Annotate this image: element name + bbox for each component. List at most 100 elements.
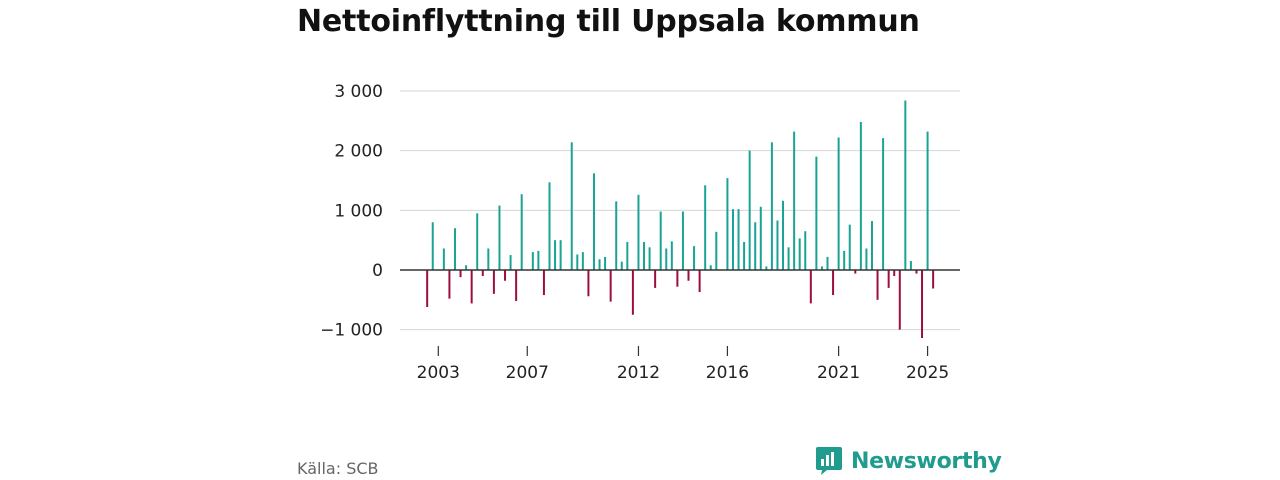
bar-negative	[492, 270, 495, 294]
x-tick-label: 2021	[817, 363, 860, 383]
source-label: Källa: SCB	[297, 459, 379, 478]
bar-positive	[837, 137, 840, 270]
bar-positive	[581, 252, 584, 270]
bar-positive	[731, 209, 734, 270]
bar-positive	[615, 201, 618, 270]
bar-positive	[804, 231, 807, 270]
bar-negative	[504, 270, 507, 281]
bar-positive	[570, 142, 573, 270]
bar-positive	[859, 122, 862, 270]
y-tick-label: −1 000	[320, 321, 383, 341]
bar-negative	[687, 270, 690, 281]
x-tick-label: 2003	[417, 363, 460, 383]
bar-negative	[481, 270, 484, 276]
x-tick-label: 2016	[706, 363, 749, 383]
bar-negative	[832, 270, 835, 296]
bar-positive	[882, 138, 885, 270]
bar-positive	[904, 100, 907, 270]
bar-positive	[554, 240, 557, 270]
bar-positive	[598, 259, 601, 270]
bar-negative	[587, 270, 590, 297]
x-axis-ticks: 2003 2007 2012 2016 2021 2025	[417, 346, 949, 383]
bar-positive	[498, 205, 501, 270]
bar-positive	[715, 231, 718, 270]
bar-positive	[737, 209, 740, 270]
bar-positive	[787, 247, 790, 270]
bar-positive	[726, 178, 729, 270]
brand-name: Newsworthy	[851, 448, 1002, 474]
bar-positive	[643, 241, 646, 270]
bar-positive	[537, 250, 540, 270]
bar-positive	[926, 131, 929, 270]
bar-positive	[782, 200, 785, 270]
bar-positive	[843, 250, 846, 270]
bar-positive	[770, 142, 773, 270]
bar-positive	[776, 220, 779, 270]
bar-positive	[870, 221, 873, 270]
gridlines	[400, 90, 960, 331]
bar-positive	[604, 256, 607, 270]
bar-negative	[676, 270, 679, 287]
bar-negative	[654, 270, 657, 288]
bar-positive	[548, 182, 551, 270]
y-tick-label: 2 000	[334, 142, 383, 162]
bar-positive	[709, 265, 712, 270]
newsworthy-logo[interactable]: Newsworthy	[815, 446, 1002, 476]
bar-negative	[887, 270, 890, 288]
bar-negative	[631, 270, 634, 315]
bar-positive	[637, 194, 640, 270]
bar-positive	[476, 213, 479, 270]
bars	[426, 100, 935, 339]
y-tick-label: 3 000	[334, 82, 383, 102]
x-tick-label: 2007	[506, 363, 549, 383]
bar-negative	[921, 270, 924, 339]
bar-positive	[670, 241, 673, 270]
bar-positive	[559, 240, 562, 270]
bar-negative	[893, 270, 896, 276]
bar-negative	[932, 270, 935, 289]
bar-positive	[820, 266, 823, 270]
bar-positive	[431, 222, 434, 270]
bar-positive	[465, 265, 468, 270]
bar-negative	[809, 270, 812, 304]
bar-positive	[659, 211, 662, 270]
bar-positive	[865, 248, 868, 270]
x-tick-label: 2025	[906, 363, 949, 383]
bar-positive	[748, 150, 751, 270]
bar-positive	[442, 248, 445, 270]
bar-positive	[759, 206, 762, 270]
bar-negative	[515, 270, 518, 302]
bar-negative	[854, 270, 857, 274]
bar-negative	[609, 270, 612, 302]
bar-positive	[848, 224, 851, 270]
y-tick-label: 0	[372, 261, 383, 281]
bar-negative	[448, 270, 451, 299]
bar-positive	[453, 228, 456, 270]
bar-positive	[648, 247, 651, 270]
x-tick-label: 2012	[617, 363, 660, 383]
bar-positive	[576, 254, 579, 270]
bar-negative	[698, 270, 701, 293]
bar-positive	[592, 173, 595, 270]
bar-positive	[754, 222, 757, 270]
bar-positive	[626, 241, 629, 270]
bar-positive	[693, 246, 696, 270]
newsworthy-logo-icon	[816, 447, 842, 475]
bar-negative	[898, 270, 901, 330]
bar-positive	[704, 185, 707, 270]
bar-positive	[743, 241, 746, 270]
bar-positive	[487, 248, 490, 270]
bar-negative	[426, 270, 429, 307]
bar-positive	[681, 211, 684, 270]
bar-positive	[531, 252, 534, 270]
bar-negative	[459, 270, 462, 278]
bar-positive	[909, 261, 912, 270]
bar-negative	[470, 270, 473, 304]
y-axis-ticks: 3 000 2 000 1 000 0 −1 000	[320, 82, 383, 341]
bar-negative	[876, 270, 879, 300]
bar-positive	[765, 266, 768, 270]
bar-positive	[620, 261, 623, 270]
bar-negative	[542, 270, 545, 296]
chart-title: Nettoinflyttning till Uppsala kommun	[297, 4, 920, 39]
